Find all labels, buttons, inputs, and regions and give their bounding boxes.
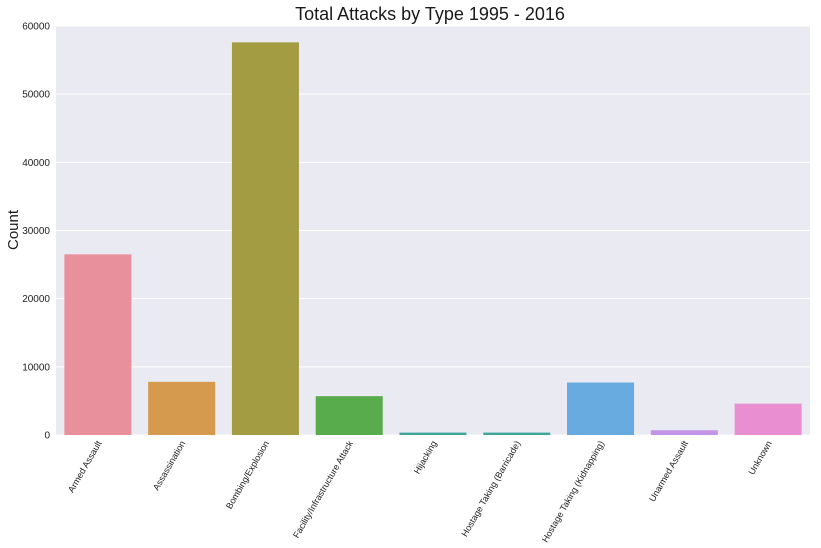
x-axis-ticks: Armed Assault Assassination Bombing/Explos… — [66, 439, 774, 544]
bar-unknown — [734, 403, 802, 435]
y-tick-label: 0 — [44, 431, 50, 442]
x-tick-label: Armed Assault — [66, 439, 104, 495]
bars — [64, 42, 802, 436]
chart-title: Total Attacks by Type 1995 - 2016 — [295, 4, 565, 24]
bar-facility-infrastructure-attack — [315, 396, 383, 435]
y-axis-label: Count — [5, 209, 22, 250]
bar-unarmed-assault — [650, 430, 718, 435]
x-tick-label: Bombing/Explosion — [224, 439, 271, 511]
x-tick-label: Unarmed Assault — [647, 439, 690, 504]
bar-hostage-taking-kidnapping — [567, 382, 635, 435]
y-axis-ticks: 0 10000 20000 30000 40000 50000 60000 — [22, 22, 50, 442]
y-tick-label: 10000 — [22, 362, 50, 373]
bar-armed-assault — [64, 254, 132, 435]
bar-hijacking — [399, 432, 467, 435]
y-tick-label: 60000 — [22, 22, 50, 33]
y-tick-label: 20000 — [22, 294, 50, 305]
x-tick-label: Hijacking — [412, 439, 439, 476]
bar-bombing-explosion — [231, 42, 299, 436]
x-tick-label: Hostage Taking (Barricade) — [459, 439, 522, 538]
x-tick-label: Hostage Taking (Kidnapping) — [540, 439, 606, 543]
x-tick-label: Unknown — [746, 439, 773, 477]
x-tick-label: Assassination — [151, 439, 187, 492]
y-tick-label: 30000 — [22, 226, 50, 237]
bar-hostage-taking-barricade — [483, 432, 551, 435]
bar-assassination — [148, 381, 216, 435]
x-tick-label: Facility/Infrastructure Attack — [291, 439, 355, 540]
y-tick-label: 40000 — [22, 158, 50, 169]
y-tick-label: 50000 — [22, 90, 50, 101]
